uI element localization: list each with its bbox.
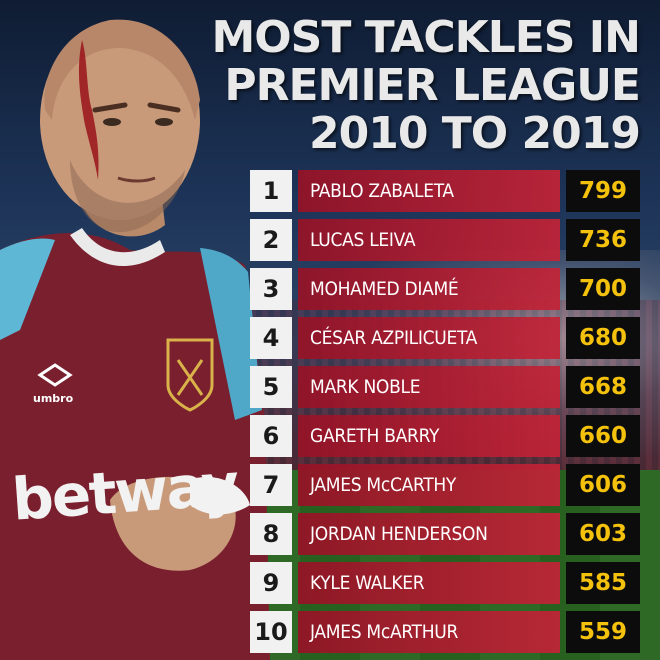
table-row: 10 JAMES McARTHUR 559 <box>250 611 640 653</box>
player-name-bar: JORDAN HENDERSON <box>298 513 560 555</box>
table-row: 9 KYLE WALKER 585 <box>250 562 640 604</box>
rank-cell: 3 <box>250 268 292 310</box>
player-name: JAMES McCARTHY <box>310 474 457 496</box>
title-line-2: PREMIER LEAGUE <box>224 60 641 111</box>
chart-title: MOST TACKLES IN PREMIER LEAGUE 2010 TO 2… <box>210 12 641 159</box>
player-name: JORDAN HENDERSON <box>310 523 488 545</box>
tackles-value: 559 <box>578 619 627 645</box>
tackles-value-box: 668 <box>566 366 640 408</box>
player-name: JAMES McARTHUR <box>310 621 459 643</box>
tackles-value-box: 606 <box>566 464 640 506</box>
tackles-value-box: 799 <box>566 170 640 212</box>
tackles-value-box: 559 <box>566 611 640 653</box>
tackles-value-box: 700 <box>566 268 640 310</box>
umbro-logo-text: umbro <box>33 392 74 405</box>
rank-cell: 9 <box>250 562 292 604</box>
rank-cell: 1 <box>250 170 292 212</box>
player-name: LUCAS LEIVA <box>310 229 416 251</box>
table-row: 3 MOHAMED DIAMÉ 700 <box>250 268 640 310</box>
rank-cell: 4 <box>250 317 292 359</box>
rank-cell: 2 <box>250 219 292 261</box>
player-name: MARK NOBLE <box>310 376 421 398</box>
table-row: 2 LUCAS LEIVA 736 <box>250 219 640 261</box>
tackles-value: 606 <box>578 472 627 498</box>
player-name-bar: MARK NOBLE <box>298 366 560 408</box>
player-name: CÉSAR AZPILICUETA <box>310 327 478 349</box>
table-row: 8 JORDAN HENDERSON 603 <box>250 513 640 555</box>
tackles-value: 680 <box>578 325 627 351</box>
table-row: 1 PABLO ZABALETA 799 <box>250 170 640 212</box>
tackles-value: 603 <box>578 521 627 547</box>
player-name-bar: MOHAMED DIAMÉ <box>298 268 560 310</box>
tackles-value-box: 680 <box>566 317 640 359</box>
table-row: 7 JAMES McCARTHY 606 <box>250 464 640 506</box>
player-photo <box>0 19 270 660</box>
rank-cell: 10 <box>250 611 292 653</box>
player-name: GARETH BARRY <box>310 425 440 447</box>
player-name-bar: JAMES McARTHUR <box>298 611 560 653</box>
tackles-value-box: 736 <box>566 219 640 261</box>
rank-cell: 5 <box>250 366 292 408</box>
tackles-value: 736 <box>578 227 627 253</box>
player-name: MOHAMED DIAMÉ <box>310 278 459 300</box>
player-name-bar: CÉSAR AZPILICUETA <box>298 317 560 359</box>
tackles-value: 660 <box>578 423 627 449</box>
table-row: 6 GARETH BARRY 660 <box>250 415 640 457</box>
rank-cell: 6 <box>250 415 292 457</box>
player-name-bar: LUCAS LEIVA <box>298 219 560 261</box>
player-name-bar: KYLE WALKER <box>298 562 560 604</box>
tackles-value-box: 585 <box>566 562 640 604</box>
rank-cell: 8 <box>250 513 292 555</box>
tackles-value: 700 <box>578 276 627 302</box>
tackles-value: 668 <box>578 374 627 400</box>
title-line-3: 2010 TO 2019 <box>309 108 641 159</box>
tackles-value: 799 <box>578 178 627 204</box>
player-name-bar: JAMES McCARTHY <box>298 464 560 506</box>
tackles-value: 585 <box>578 570 627 596</box>
table-row: 5 MARK NOBLE 668 <box>250 366 640 408</box>
player-name-bar: PABLO ZABALETA <box>298 170 560 212</box>
table-row: 4 CÉSAR AZPILICUETA 680 <box>250 317 640 359</box>
tackles-value-box: 660 <box>566 415 640 457</box>
rank-cell: 7 <box>250 464 292 506</box>
tackles-value-box: 603 <box>566 513 640 555</box>
player-name: KYLE WALKER <box>310 572 425 594</box>
player-name-bar: GARETH BARRY <box>298 415 560 457</box>
title-line-1: MOST TACKLES IN <box>211 12 641 63</box>
player-name: PABLO ZABALETA <box>310 180 454 202</box>
